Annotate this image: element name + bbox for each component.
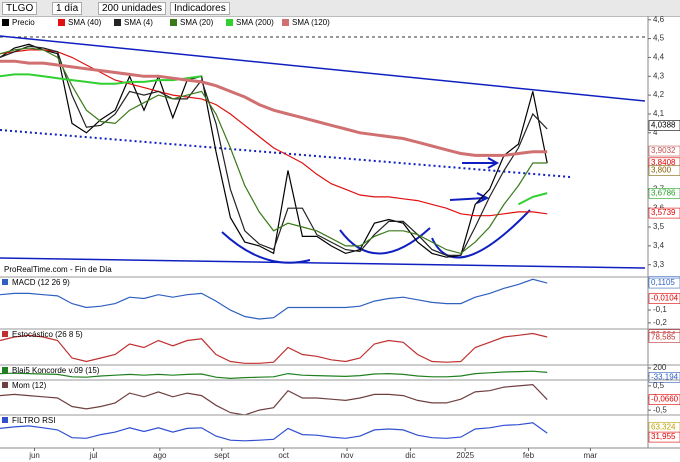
y-tick-label: 4,3 xyxy=(653,71,665,80)
y-tick-label: 3,3 xyxy=(653,260,665,269)
price-label: 0,1105 xyxy=(651,278,675,287)
x-tick-label: feb xyxy=(523,451,535,460)
price-label: 3,800 xyxy=(651,166,672,175)
price-label: 31,955 xyxy=(651,432,676,441)
series-line xyxy=(0,49,548,217)
price-label: 3,8408 xyxy=(651,158,676,167)
y-tick-label: 3,6 xyxy=(653,203,665,212)
legend-label: Precio xyxy=(12,18,35,27)
price-label-box xyxy=(648,293,680,304)
y-tick-label: 200 xyxy=(653,363,667,372)
price-label-box xyxy=(648,188,680,199)
annotation: ProRealTime.com - Fin de Día xyxy=(4,265,112,274)
y-tick-label: 3,4 xyxy=(653,241,665,250)
period[interactable]: 1 día xyxy=(52,2,83,15)
price-label: 3,9032 xyxy=(651,146,676,155)
price-label: 3,5739 xyxy=(651,208,676,217)
series-line xyxy=(0,383,548,416)
x-tick-label: ago xyxy=(153,451,167,460)
x-tick-label: 2025 xyxy=(456,451,474,460)
price-label: 63,324 xyxy=(651,422,676,431)
x-tick-label: sept xyxy=(214,451,230,460)
price-label-box xyxy=(648,277,680,289)
price-label-box xyxy=(648,120,680,131)
series-line xyxy=(0,43,548,258)
legend-label: SMA (40) xyxy=(68,18,102,27)
price-label: -0,0104 xyxy=(651,294,679,303)
symbol[interactable]: TLGO xyxy=(2,2,38,15)
units[interactable]: 200 unidades xyxy=(98,2,167,15)
legend-label: SMA (4) xyxy=(124,18,153,27)
x-tick-label: dic xyxy=(405,451,415,460)
series-line xyxy=(0,59,548,157)
series-line xyxy=(0,422,548,442)
x-tick-label: oct xyxy=(278,451,289,460)
panel-title-box xyxy=(2,382,8,388)
y-tick-label: -0,2 xyxy=(653,318,667,327)
panel-title-box xyxy=(2,331,8,337)
legend-label: SMA (20) xyxy=(180,18,214,27)
series-line xyxy=(0,332,548,364)
price-label-box xyxy=(648,207,680,219)
y-tick-label: 4,5 xyxy=(653,34,665,43)
price-label-box xyxy=(648,145,680,157)
price-label-box xyxy=(648,394,680,405)
legend-label: SMA (120) xyxy=(292,18,330,27)
series-line xyxy=(0,47,548,255)
price-label: 78,585 xyxy=(651,333,676,342)
price-label-box xyxy=(648,372,680,383)
y-tick-label: 0,5 xyxy=(653,381,665,390)
layout xyxy=(0,16,680,449)
y-tick-label: 4,4 xyxy=(653,53,665,62)
panel-title-box xyxy=(2,279,8,285)
y-tick-label: 4,6 xyxy=(653,15,665,24)
price-label: 4,0388 xyxy=(651,121,676,130)
y-tick-label: -0,5 xyxy=(653,405,667,414)
indicators[interactable]: Indicadores xyxy=(170,2,230,15)
y-tick-label: 4 xyxy=(653,128,658,137)
panel-title: MACD (12 26 9) xyxy=(12,278,70,287)
panel-title: Blai5 Koncorde v.09 (15) xyxy=(12,366,100,375)
toolbar: TLGO 1 día 200 unidades Indicadores xyxy=(0,0,680,17)
series-line xyxy=(0,73,548,206)
price-label: 3,6786 xyxy=(651,188,676,197)
legend-swatch xyxy=(170,19,177,26)
legend-label: SMA (200) xyxy=(236,18,274,27)
series-line xyxy=(0,278,548,320)
y-tick-label: 4,1 xyxy=(653,109,665,118)
series-line xyxy=(0,370,548,380)
panel-title-box xyxy=(2,417,8,423)
price-label-box xyxy=(648,165,680,176)
price-label-box xyxy=(648,332,680,343)
legend-swatch xyxy=(282,19,289,26)
x-tick-label: nov xyxy=(341,451,354,460)
panel-title: Mom (12) xyxy=(12,381,47,390)
legend-swatch xyxy=(2,19,9,26)
price-label-box xyxy=(648,431,680,443)
price-label: -0,0660 xyxy=(651,395,679,404)
x-tick-label: mar xyxy=(584,451,598,460)
x-tick-label: jun xyxy=(28,451,40,460)
y-tick-label: 3,5 xyxy=(653,222,665,231)
y-tick-label: -0,1 xyxy=(653,305,667,314)
panel-title: FILTRO RSI xyxy=(12,416,55,425)
panel-title: Estocástico (26 8 5) xyxy=(12,330,83,339)
legend-swatch xyxy=(58,19,65,26)
panel-title-box xyxy=(2,367,8,373)
x-tick-label: jul xyxy=(89,451,98,460)
y-tick-label: 4,2 xyxy=(653,90,665,99)
legend-swatch xyxy=(226,19,233,26)
legend-swatch xyxy=(114,19,121,26)
price-label: -33,194 xyxy=(651,372,679,381)
series-line xyxy=(0,45,548,256)
